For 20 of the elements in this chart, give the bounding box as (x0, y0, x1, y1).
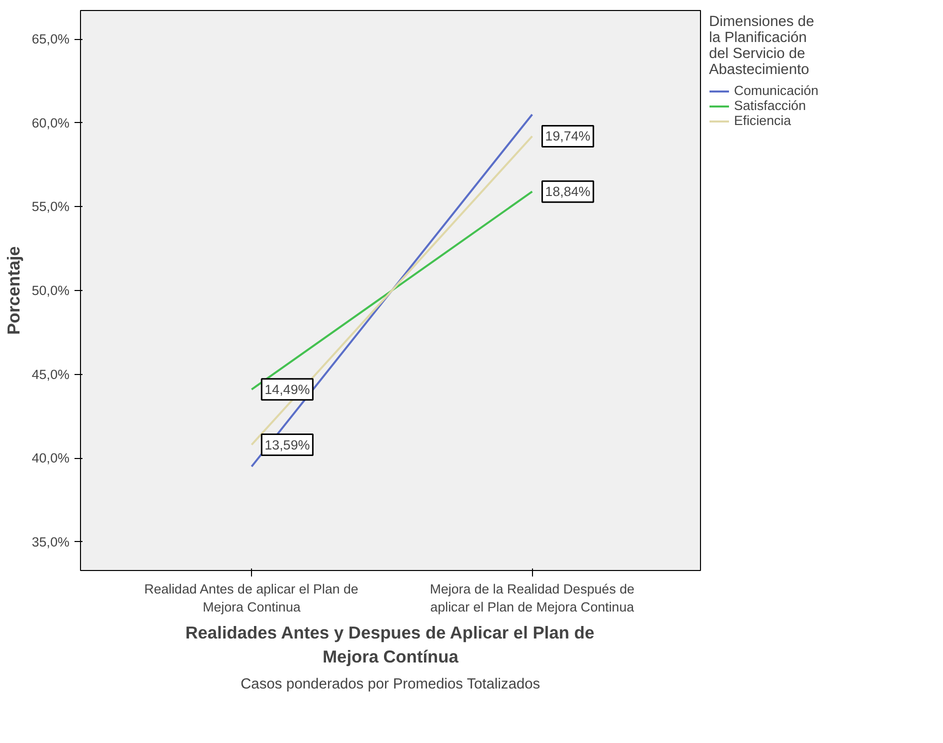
y-tick-label: 55,0% (32, 199, 70, 214)
y-axis-title: Porcentaje (4, 246, 24, 335)
legend-label: Comunicación (734, 83, 818, 98)
annotation: 13,59% (264, 437, 310, 452)
y-tick-label: 45,0% (32, 366, 70, 382)
x-tick-label: Realidad Antes de aplicar el Plan de Mejora Continua (144, 582, 358, 614)
y-tick-label: 60,0% (32, 115, 70, 130)
x-axis-title: Realidades Antes y Despues de Aplicar el Plan de Mejora Contínua (185, 622, 595, 666)
annotation: 19,74% (545, 128, 591, 144)
x-tick-label: Mejora de la Realidad Después de aplicar el Plan de Mejora Continua (430, 582, 635, 614)
y-tick-label: 40,0% (32, 450, 70, 466)
annotation: 18,84% (545, 184, 591, 200)
text: Casos ponderados por Promedios Totalizados (240, 676, 540, 692)
legend-label: Satisfacción (734, 98, 806, 113)
y-tick-label: 50,0% (32, 283, 70, 298)
y-tick-label: 35,0% (32, 534, 70, 550)
legend-label: Eficiencia (734, 113, 792, 128)
y-tick-label: 65,0% (32, 32, 70, 47)
legend-title: Dimensiones de la Planificación del Servicio de Abastecimiento (709, 14, 816, 78)
annotation: 14,49% (264, 382, 310, 397)
